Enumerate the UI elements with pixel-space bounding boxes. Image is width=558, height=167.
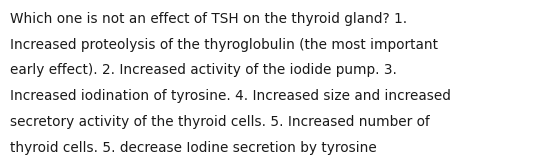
- Text: early effect). 2. Increased activity of the iodide pump. 3.: early effect). 2. Increased activity of …: [10, 63, 397, 77]
- Text: thyroid cells. 5. decrease Iodine secretion by tyrosine: thyroid cells. 5. decrease Iodine secret…: [10, 141, 377, 155]
- Text: Which one is not an effect of TSH on the thyroid gland? 1.: Which one is not an effect of TSH on the…: [10, 12, 407, 26]
- Text: Increased proteolysis of the thyroglobulin (the most important: Increased proteolysis of the thyroglobul…: [10, 38, 438, 52]
- Text: Increased iodination of tyrosine. 4. Increased size and increased: Increased iodination of tyrosine. 4. Inc…: [10, 89, 451, 103]
- Text: secretory activity of the thyroid cells. 5. Increased number of: secretory activity of the thyroid cells.…: [10, 115, 430, 129]
